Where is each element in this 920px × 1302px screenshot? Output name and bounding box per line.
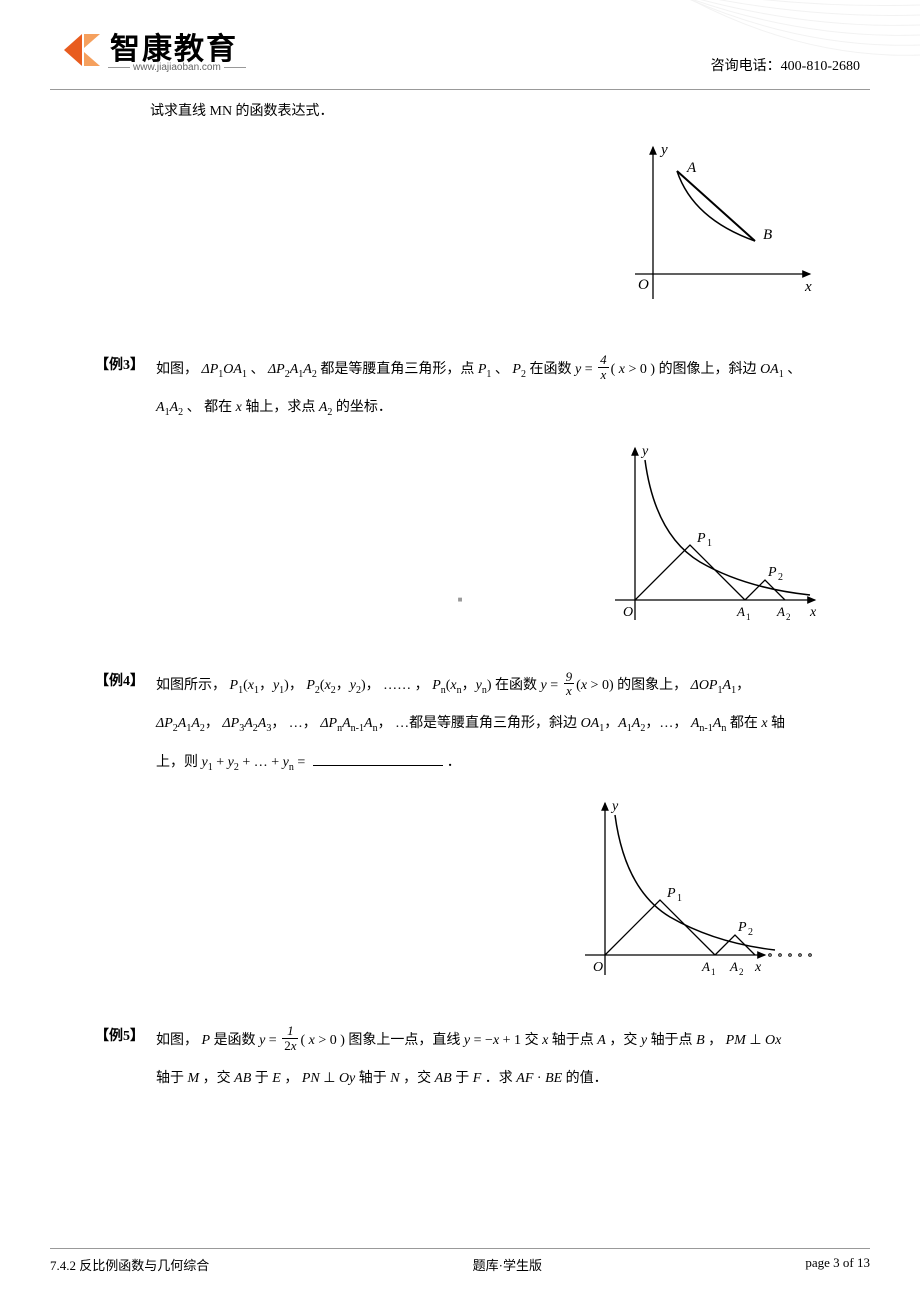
t: 于 <box>255 1071 269 1086</box>
svg-text:2: 2 <box>739 967 744 977</box>
svg-text:A: A <box>686 160 697 176</box>
svg-text:O: O <box>638 277 649 293</box>
example-5-body: 如图， P 是函数 y = 12x( x > 0 ) 图象上一点，直线 y = … <box>156 1025 781 1101</box>
svg-text:1: 1 <box>677 893 682 904</box>
svg-text:A: A <box>729 959 738 974</box>
svg-text:1: 1 <box>746 612 751 622</box>
example-5: 【例5】 如图， P 是函数 y = 12x( x > 0 ) 图象上一点，直线… <box>95 1025 825 1101</box>
n: 9 <box>564 670 575 685</box>
phone-label: 咨询电话： <box>711 59 781 74</box>
example-3: 【例3】 如图， ΔP1OA1 、 ΔP2A1A2 都是等腰直角三角形，点 P1… <box>95 354 825 430</box>
answer-blank <box>313 752 443 766</box>
intro-text: 试求直线 MN 的函数表达式． <box>150 100 825 124</box>
svg-text:A: A <box>701 959 710 974</box>
t: 轴于 <box>359 1071 387 1086</box>
svg-text:2: 2 <box>748 927 753 938</box>
svg-text:O: O <box>593 960 603 975</box>
figure-1: y x O A B <box>95 139 825 314</box>
svg-text:P: P <box>696 531 706 546</box>
t: 轴于 <box>156 1071 184 1086</box>
t: 都在 <box>730 716 758 731</box>
brand-url: www.jiajiaoban.com <box>105 62 249 73</box>
svg-text:P: P <box>767 565 777 580</box>
t: 是函数 <box>214 1033 256 1048</box>
svg-text:O: O <box>623 605 633 620</box>
n: 1 <box>282 1024 298 1039</box>
t: 于 <box>455 1071 469 1086</box>
svg-text:P: P <box>666 886 676 901</box>
svg-text:B: B <box>763 227 772 243</box>
t: 都是等腰直角三角形，点 <box>320 362 474 377</box>
example-5-label: 【例5】 <box>95 1025 144 1045</box>
svg-text:y: y <box>640 444 649 459</box>
t: 轴 <box>771 716 785 731</box>
t: ，交 <box>403 1071 431 1086</box>
t: 图象上一点，直线 <box>348 1033 460 1048</box>
svg-text:1: 1 <box>711 967 716 977</box>
t: 如图， <box>156 1033 198 1048</box>
svg-text:2: 2 <box>778 572 783 583</box>
svg-text:P: P <box>737 920 747 935</box>
t: ，交 <box>203 1071 231 1086</box>
example-4-body: 如图所示， P1(x1，y1)， P2(x2，y2)， …… ， Pn(xn，y… <box>156 670 785 785</box>
t: 上，则 <box>156 755 198 770</box>
example-3-body: 如图， ΔP1OA1 、 ΔP2A1A2 都是等腰直角三角形，点 P1 、 P2… <box>156 354 801 430</box>
t: 如图， <box>156 362 198 377</box>
svg-text:A: A <box>776 604 785 619</box>
example-4-label: 【例4】 <box>95 670 144 690</box>
example-3-label: 【例3】 <box>95 354 144 374</box>
svg-text:x: x <box>754 960 762 975</box>
footer-mid: 题库·学生版 <box>473 1255 542 1274</box>
footer-left: 7.4.2 反比例函数与几何综合 <box>50 1255 209 1274</box>
svg-text:y: y <box>659 142 668 158</box>
t: 轴于点 <box>552 1033 594 1048</box>
page-header: 智康教育 www.jiajiaoban.com 咨询电话：400-810-268… <box>50 0 870 90</box>
d: x <box>564 684 575 698</box>
t: 轴于点 <box>651 1033 693 1048</box>
phone-number: 400-810-2680 <box>781 59 860 74</box>
svg-text:x: x <box>804 279 812 295</box>
t: 的图像上，斜边 <box>659 362 757 377</box>
separator-dot: ■ <box>458 595 463 604</box>
t: …都是等腰直角三角形，斜边 <box>395 716 577 731</box>
t: 都在 <box>204 400 232 415</box>
t: 的图象上， <box>617 678 687 693</box>
t: 的值． <box>566 1071 608 1086</box>
intro-span: 试求直线 MN 的函数表达式． <box>150 104 334 119</box>
footer-right: page 3 of 13 <box>805 1255 870 1274</box>
svg-text:x: x <box>809 605 817 620</box>
svg-text:y: y <box>610 799 619 814</box>
t: 的坐标． <box>336 400 392 415</box>
logo-icon <box>60 30 104 70</box>
svg-text:2: 2 <box>786 612 791 622</box>
example-4: 【例4】 如图所示， P1(x1，y1)， P2(x2，y2)， …… ， Pn… <box>95 670 825 785</box>
t: 交 <box>525 1033 539 1048</box>
t: 在函数 <box>529 362 571 377</box>
t: ，交 <box>609 1033 637 1048</box>
t: 轴上，求点 <box>245 400 315 415</box>
figure-3: y x O P1 P2 A1 A2 <box>95 795 825 985</box>
svg-text:A: A <box>736 604 745 619</box>
brand-name: 智康教育 <box>110 35 238 65</box>
page-footer: 7.4.2 反比例函数与几何综合 题库·学生版 page 3 of 13 <box>50 1248 870 1274</box>
t: ．求 <box>485 1071 513 1086</box>
t: 如图所示， <box>156 678 226 693</box>
svg-text:1: 1 <box>707 538 712 549</box>
d: x <box>598 368 609 382</box>
phone: 咨询电话：400-810-2680 <box>711 55 860 75</box>
n: 4 <box>598 353 609 368</box>
t: 在函数 <box>495 678 537 693</box>
